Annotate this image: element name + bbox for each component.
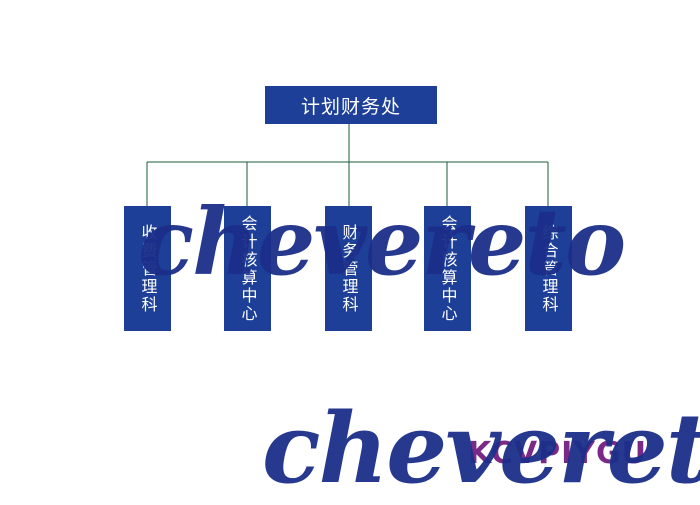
- dept-node-2: 会计核算中心: [224, 206, 271, 331]
- watermark-bottom: chevereto: [262, 392, 700, 505]
- watermark-center: chevereto: [138, 188, 626, 296]
- dept-node-3: 财务管理科: [325, 206, 372, 331]
- dept-node-label: 会计核算中心: [438, 214, 458, 323]
- dept-node-label: 会计核算中心: [238, 214, 258, 323]
- root-node-label: 计划财务处: [300, 95, 401, 118]
- dept-node-4: 会计核算中心: [424, 206, 471, 331]
- watermark-tag: KCVPIYGU: [468, 436, 647, 471]
- dept-node-label: 收费管理科: [138, 223, 158, 314]
- dept-node-label: 综合管理科: [539, 223, 559, 314]
- dept-node-1: 收费管理科: [124, 206, 171, 331]
- root-node: 计划财务处: [265, 86, 437, 124]
- dept-node-label: 财务管理科: [339, 223, 359, 314]
- dept-node-5: 综合管理科: [525, 206, 572, 331]
